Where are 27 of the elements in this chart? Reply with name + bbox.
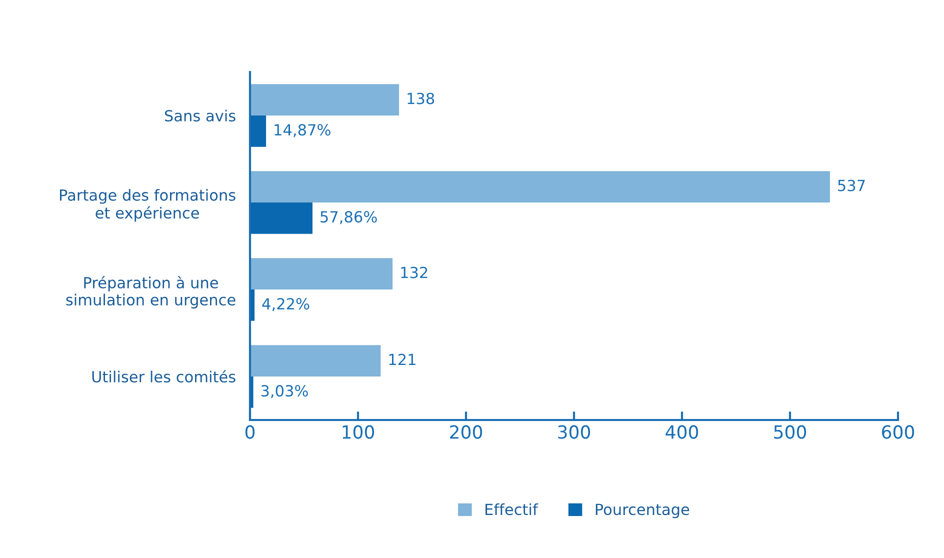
x-tick-label: 200 [450, 425, 482, 439]
bar [250, 202, 312, 234]
y-tick-label: Sans avis [164, 110, 236, 122]
data-label: 57,86% [320, 211, 377, 224]
x-tick-label: 600 [882, 425, 914, 439]
bar [250, 258, 393, 290]
y-tick-label: Partage des formations et expérience [60, 188, 236, 222]
x-tick-label: 500 [774, 425, 806, 439]
legend-label: Pourcentage [596, 504, 690, 518]
bar [250, 345, 381, 376]
data-label: 3,03% [261, 385, 308, 398]
y-tick-label: Utiliser les comités [92, 370, 236, 383]
bar [250, 84, 400, 116]
x-tick-label: 400 [666, 425, 698, 439]
data-label: 537 [838, 180, 865, 192]
data-label: 121 [389, 354, 416, 366]
bar [250, 171, 830, 202]
legend-label: Effectif [486, 503, 538, 516]
bar [250, 116, 266, 147]
data-label: 4,22% [262, 298, 310, 312]
data-label: 138 [408, 92, 434, 104]
x-tick-label: 0 [245, 425, 255, 439]
data-label: 132 [401, 266, 428, 278]
x-tick-label: 100 [342, 425, 374, 439]
y-tick-label: Préparation à une simulation en urgence [66, 276, 236, 308]
x-tick-label: 300 [558, 425, 590, 439]
data-label: 14,87% [274, 124, 330, 138]
